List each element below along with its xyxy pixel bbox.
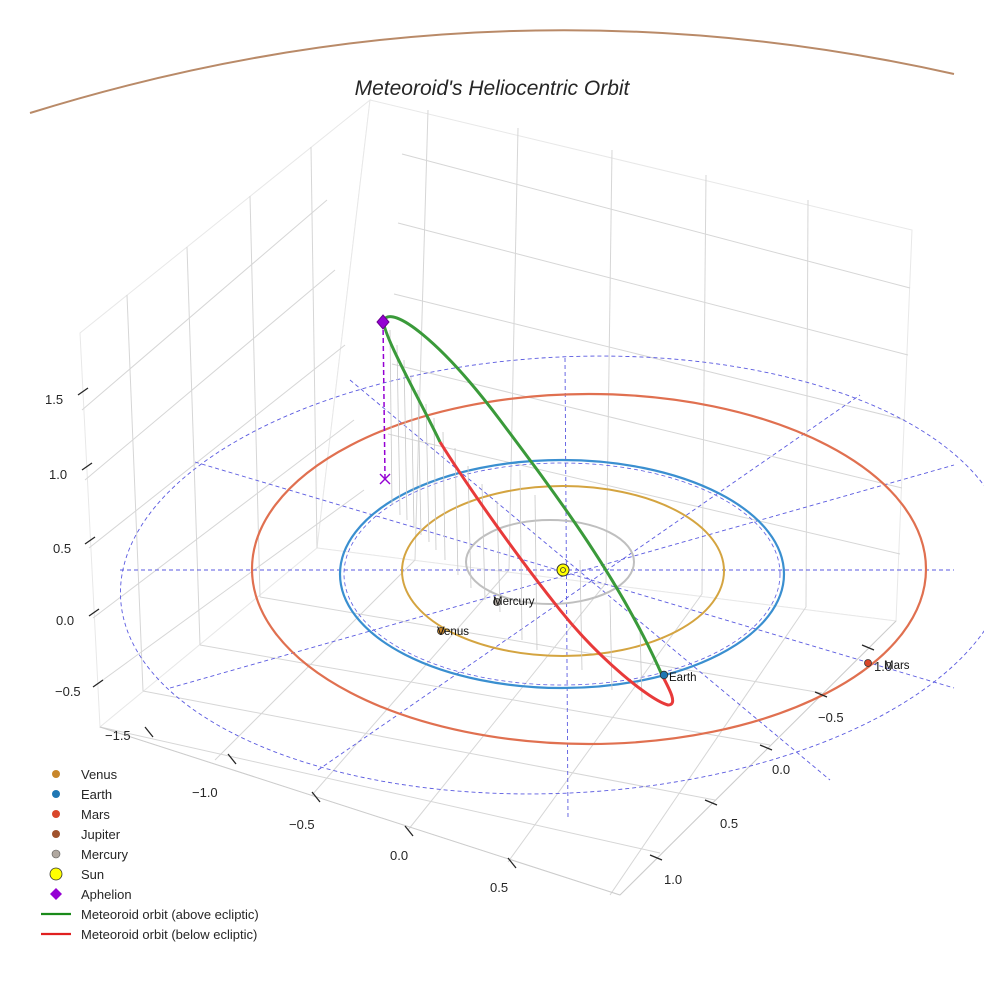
grid-line [605, 149, 613, 584]
mercury-orbit [465, 519, 635, 605]
meteoroid-orbit-below [438, 441, 675, 707]
grid-line [92, 419, 355, 619]
y-tick-label: 0.5 [720, 816, 738, 831]
grid-line [508, 127, 519, 571]
grid-line [310, 146, 318, 549]
legend-label-meteoroid-below: Meteoroid orbit (below ecliptic) [81, 927, 257, 942]
grid-line [507, 593, 703, 863]
x-tick-label: −1.0 [192, 785, 218, 800]
y-axis-ticks: −0.5 0.0 0.5 1.0 1.0 [649, 644, 892, 887]
legend-marker-sun [49, 867, 63, 881]
radial-line [194, 461, 955, 689]
mercury-label: Mercury [493, 596, 535, 608]
legend-label-sun: Sun [81, 867, 104, 882]
grid-line [88, 344, 346, 549]
grid-line [95, 489, 365, 686]
earth-orbit [338, 458, 786, 690]
jupiter-projection [120, 355, 984, 819]
earth-orbit-dashed [343, 462, 781, 686]
grid-line [81, 199, 328, 411]
grid-line [311, 569, 510, 796]
legend-label-aphelion: Aphelion [81, 887, 132, 902]
aphelion-marker [376, 314, 390, 330]
legend-marker-jupiter [52, 830, 60, 838]
earth-label: Earth [669, 672, 697, 684]
venus-label: Venus [437, 626, 469, 638]
legend-label-venus: Venus [81, 767, 118, 782]
y-tick-label: −0.5 [818, 710, 844, 725]
grid-line [609, 606, 807, 896]
x-axis-line [99, 726, 621, 896]
sun-marker [556, 563, 570, 577]
venus-orbit [401, 485, 725, 657]
y-tick-label: 1.0 [664, 872, 682, 887]
y-axis-line [619, 620, 897, 896]
legend-label-mercury: Mercury [81, 847, 128, 862]
grid-line [387, 433, 901, 555]
x-tick-label: 0.5 [490, 880, 508, 895]
grid-line [126, 294, 144, 692]
mercury-marker [493, 598, 501, 606]
z-tick-label: 1.5 [45, 392, 63, 407]
legend-label-earth: Earth [81, 787, 112, 802]
y-tick-label: 0.0 [772, 762, 790, 777]
y-tick-label: 1.0 [874, 659, 892, 674]
jupiter-orbit [29, 29, 955, 114]
sun-core [560, 567, 566, 573]
grid-line [84, 269, 336, 481]
z-tick-label: 0.5 [53, 541, 71, 556]
legend-label-meteoroid-above: Meteoroid orbit (above ecliptic) [81, 907, 259, 922]
z-axis-ticks: 1.5 1.0 0.5 0.0 −0.5 [45, 387, 104, 699]
earth-marker [659, 670, 669, 680]
radial-line [349, 379, 831, 781]
jupiter-dashed-ellipse [120, 355, 984, 795]
mars-label: Mars [884, 660, 910, 672]
grid-line [186, 246, 201, 646]
z-tick-label: −0.5 [55, 684, 81, 699]
z-tick-label: 0.0 [56, 613, 74, 628]
radial-line [169, 464, 955, 689]
grid-line [391, 363, 903, 489]
meteoroid-orbit-above [382, 315, 664, 676]
grid-line [701, 174, 707, 595]
legend: Venus Earth Mars Jupiter Mercury Sun Aph… [41, 767, 259, 942]
chart-title: Meteoroid's Heliocentric Orbit [355, 77, 631, 100]
aphelion-drop-line [382, 321, 386, 479]
grid-line [805, 199, 809, 608]
mars-marker [864, 659, 872, 667]
z-tick-label: 1.0 [49, 467, 67, 482]
grid-line [199, 644, 771, 746]
x-tick-label: −1.5 [105, 728, 131, 743]
grid-line [142, 690, 716, 801]
axes-panes [79, 98, 913, 896]
mars-orbit [250, 392, 928, 746]
legend-label-mars: Mars [81, 807, 110, 822]
grid-line [401, 153, 911, 289]
aphelion-projection-x [379, 473, 391, 485]
legend-marker-aphelion [50, 888, 62, 900]
grid-line [99, 726, 661, 854]
x-axis-ticks: −1.5 −1.0 −0.5 0.0 0.5 [105, 726, 517, 895]
venus-marker [437, 627, 445, 635]
grid-line [397, 222, 909, 356]
grid-line [249, 195, 261, 598]
x-tick-label: 0.0 [390, 848, 408, 863]
legend-marker-mercury [51, 849, 61, 859]
legend-label-jupiter: Jupiter [81, 827, 121, 842]
radial-line [317, 394, 861, 771]
legend-marker-venus [52, 770, 60, 778]
grid-line [214, 559, 416, 761]
legend-marker-mars [52, 810, 60, 818]
legend-marker-earth [52, 790, 60, 798]
x-tick-label: −0.5 [289, 817, 315, 832]
